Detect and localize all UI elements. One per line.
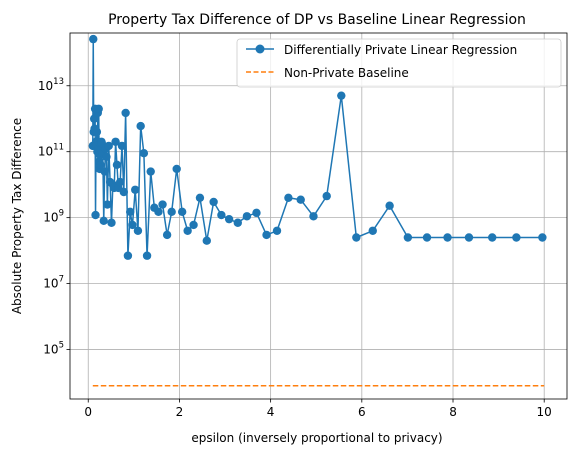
- data-point: [162, 230, 172, 240]
- data-point: [296, 195, 305, 204]
- data-point: [133, 226, 143, 235]
- x-axis: 0 2 4 6 8 10: [84, 399, 552, 419]
- data-point: [262, 230, 271, 240]
- data-point: [107, 218, 116, 227]
- grid: [70, 33, 567, 399]
- legend-label-dp: Differentially Private Linear Regression: [284, 43, 517, 57]
- y-axis-label: Absolute Property Tax Difference: [10, 118, 24, 314]
- data-point: [94, 104, 103, 114]
- data-point: [195, 193, 205, 202]
- data-point: [117, 141, 127, 151]
- legend-marker-dp: [255, 44, 265, 54]
- data-point: [115, 177, 125, 187]
- x-tick-label: 6: [358, 405, 366, 419]
- data-point: [146, 167, 155, 176]
- data-point: [177, 207, 187, 217]
- y-axis: 105 107 109 1011 1013: [38, 77, 70, 357]
- data-point: [272, 226, 282, 235]
- data-point: [121, 108, 130, 118]
- data-point: [202, 236, 211, 245]
- data-point: [233, 218, 242, 227]
- plot-area: [70, 33, 567, 399]
- x-tick-label: 2: [176, 405, 184, 419]
- data-point: [96, 160, 105, 170]
- data-point: [224, 214, 234, 224]
- data-point: [111, 137, 120, 146]
- data-point: [252, 208, 261, 218]
- x-tick-label: 10: [537, 405, 552, 419]
- data-point: [99, 216, 108, 226]
- data-point: [92, 127, 102, 137]
- data-point: [91, 210, 100, 220]
- y-tick-label: 107: [43, 275, 64, 291]
- data-point: [128, 220, 137, 230]
- y-tick-label: 109: [43, 209, 64, 225]
- data-point: [422, 233, 432, 242]
- data-point: [119, 187, 128, 197]
- data-point: [131, 185, 140, 194]
- data-point: [385, 201, 394, 210]
- legend-box: [236, 38, 562, 88]
- data-point: [172, 164, 181, 174]
- data-point: [337, 91, 346, 100]
- data-point: [284, 193, 293, 202]
- x-tick-label: 4: [267, 405, 275, 419]
- x-tick-label: 0: [84, 405, 92, 419]
- data-point: [142, 251, 152, 260]
- x-tick-label: 8: [449, 405, 457, 419]
- data-point: [189, 220, 198, 230]
- data-point: [403, 233, 413, 242]
- series-layer: [88, 34, 547, 387]
- legend-label-baseline: Non-Private Baseline: [284, 66, 409, 80]
- data-point: [100, 167, 109, 176]
- data-point: [217, 210, 226, 220]
- data-point: [183, 226, 192, 235]
- data-point: [125, 207, 135, 217]
- data-point: [322, 191, 331, 201]
- legend: Differentially Private Linear Regression…: [236, 38, 562, 88]
- data-point: [123, 251, 133, 260]
- data-point: [538, 233, 547, 242]
- data-point: [139, 149, 149, 158]
- y-tick-label: 1013: [38, 77, 64, 93]
- data-point: [368, 226, 377, 235]
- data-point: [352, 233, 361, 242]
- data-point: [209, 197, 218, 207]
- chart-title: Property Tax Difference of DP vs Baselin…: [108, 12, 526, 28]
- data-point: [136, 121, 145, 131]
- data-point: [242, 212, 252, 221]
- data-point: [158, 200, 167, 209]
- x-axis-label: epsilon (inversely proportional to priva…: [191, 431, 442, 445]
- data-point: [102, 152, 111, 162]
- data-point: [112, 160, 122, 170]
- data-point: [167, 207, 176, 217]
- y-tick-label: 105: [43, 341, 64, 357]
- y-tick-label: 1011: [38, 143, 64, 159]
- data-point: [443, 233, 452, 242]
- data-point: [103, 200, 112, 209]
- data-point: [309, 212, 318, 221]
- data-point: [104, 141, 113, 151]
- data-point: [464, 233, 474, 242]
- data-point: [512, 233, 521, 242]
- data-point: [488, 233, 497, 242]
- data-point: [154, 207, 163, 217]
- data-point: [89, 34, 98, 44]
- plot-frame: [69, 32, 568, 400]
